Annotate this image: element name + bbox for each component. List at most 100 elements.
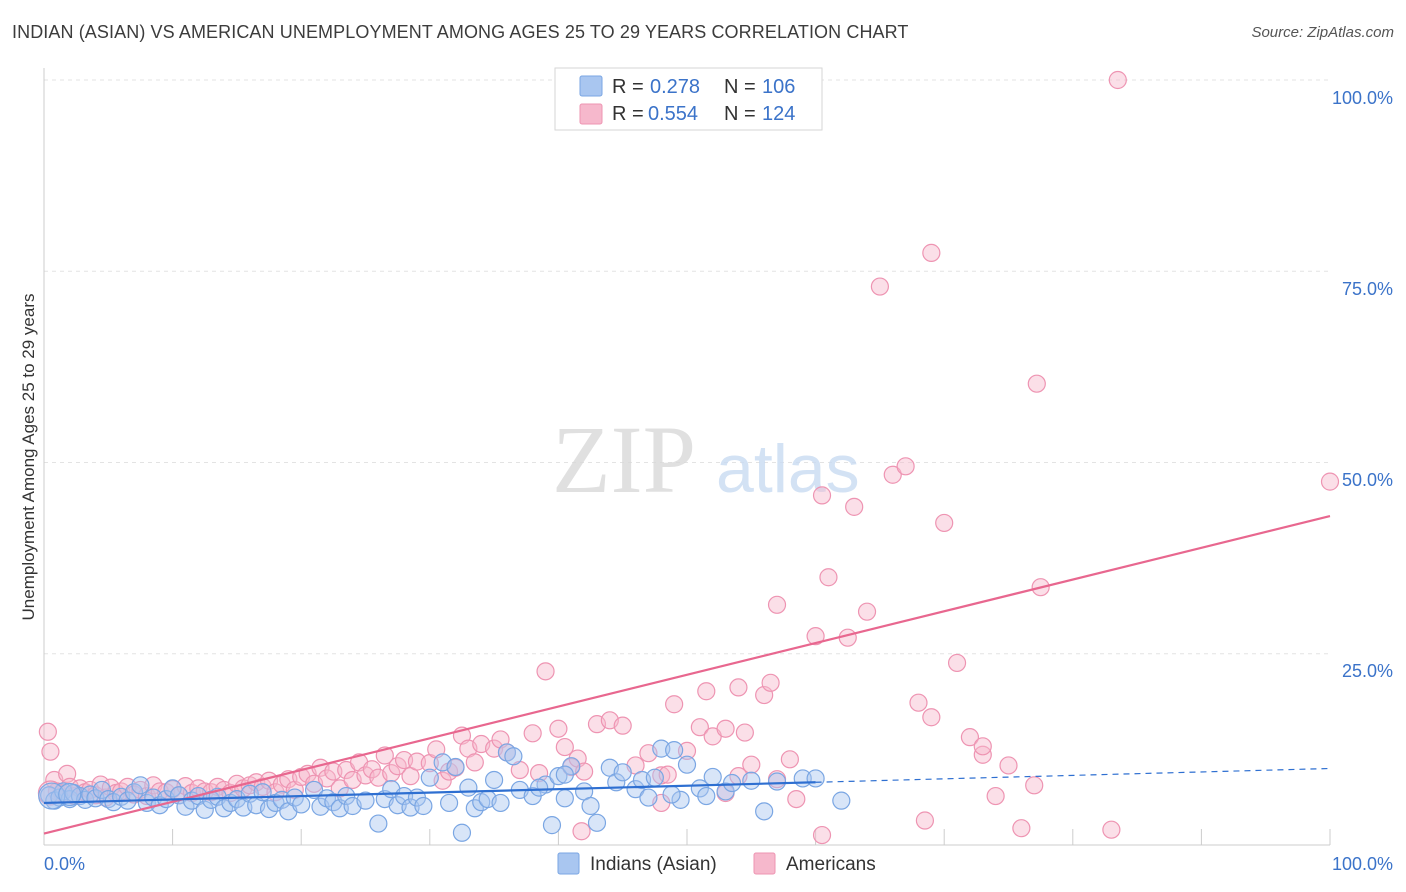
americans-point [973, 737, 992, 756]
chart-source: Source: ZipAtlas.com [1251, 24, 1394, 41]
americans-point [857, 602, 877, 621]
americans-trend-line [43, 514, 1331, 835]
americans-point [465, 753, 484, 772]
watermark-zip: ZIP [552, 406, 696, 513]
indians-asian-point [491, 793, 510, 813]
indians-asian-point [555, 765, 574, 784]
americans-point [317, 769, 337, 788]
bottom-legend-swatch-blue [557, 852, 580, 875]
gridlines [44, 79, 1330, 655]
y-tick-label-100: 100.0% [1332, 88, 1393, 108]
indians-asian-point [662, 785, 681, 804]
indians-asian-point [446, 757, 465, 777]
americans-point [1027, 374, 1046, 393]
trend-lines [43, 514, 1331, 835]
stats-legend-swatch-pink [579, 103, 603, 125]
indians-asian-point [549, 767, 568, 786]
indians-asian-point [587, 813, 607, 832]
americans-point [382, 763, 401, 783]
americans-point [1320, 472, 1340, 491]
y-tick-label-75: 75.0% [1342, 279, 1393, 299]
bottom-legend-label-indians: Indians (Asian) [590, 854, 717, 875]
indians-asian-point [485, 770, 504, 790]
stats-legend: R = 0.278 N = 106 R = 0.554 N = 124 [554, 67, 823, 131]
americans-point [960, 728, 980, 747]
indians-asian-point [439, 793, 459, 813]
indians-asian-point [459, 778, 478, 797]
americans-point [922, 243, 941, 262]
americans-point [999, 756, 1018, 775]
americans-point [845, 497, 864, 516]
americans-point [613, 716, 632, 735]
indians-asian-point [645, 768, 664, 787]
chart-title: INDIAN (ASIAN) VS AMERICAN UNEMPLOYMENT … [12, 22, 909, 42]
indians-asian-point [639, 788, 658, 807]
indians-asian-points [38, 739, 851, 842]
indians-asian-point [722, 773, 742, 793]
indians-asian-point [613, 763, 632, 782]
indians-asian-point [414, 796, 433, 816]
indians-asian-point [665, 741, 684, 760]
americans-point [549, 719, 568, 738]
watermark-atlas: atlas [716, 431, 860, 507]
x-tick-label-0: 0.0% [44, 854, 85, 874]
indians-asian-point [581, 796, 600, 816]
americans-point [909, 693, 928, 712]
americans-point [819, 568, 838, 587]
americans-point [716, 719, 735, 738]
stats-legend-n-label-2: N = [724, 103, 756, 125]
indians-asian-point [369, 814, 388, 833]
americans-point [697, 682, 716, 701]
americans-point [41, 742, 60, 761]
indians-asian-point [832, 791, 851, 810]
americans-point [1102, 820, 1121, 839]
americans-point [523, 724, 542, 743]
americans-point [38, 722, 57, 741]
bottom-legend: Indians (Asian) Americans [557, 852, 876, 875]
indians-asian-point [626, 780, 645, 799]
y-tick-label-25: 25.0% [1342, 661, 1393, 681]
americans-point [915, 811, 935, 830]
americans-point [780, 750, 799, 769]
americans-point [729, 678, 748, 697]
americans-point [806, 627, 825, 646]
americans-point [947, 653, 967, 673]
indians-asian-point [285, 788, 304, 807]
americans-point [677, 741, 697, 761]
indians-asian-point [755, 802, 774, 821]
stats-legend-n-label-1: N = [724, 76, 756, 98]
americans-point [1025, 776, 1044, 795]
bottom-legend-swatch-pink [753, 852, 776, 875]
indians-asian-point [504, 747, 523, 766]
stats-legend-r-value-1: 0.278 [650, 76, 700, 98]
americans-point [812, 825, 832, 845]
indians-asian-point [58, 782, 82, 807]
americans-point [1108, 70, 1127, 90]
americans-point [555, 737, 574, 757]
y-axis-label: Unemployment Among Ages 25 to 29 years [19, 294, 38, 621]
americans-point [1012, 819, 1031, 838]
stats-legend-r-value-2: 0.554 [648, 103, 698, 125]
indians-asian-point [92, 780, 111, 800]
indians-asian-point [420, 768, 439, 787]
indians-asian-point [767, 772, 787, 791]
americans-point [665, 695, 684, 714]
americans-point [735, 723, 754, 742]
indians-asian-point [195, 800, 214, 819]
y-tick-label-50: 50.0% [1342, 470, 1393, 490]
x-axis-ticks [43, 829, 1331, 845]
stats-legend-n-value-2: 124 [762, 103, 795, 125]
stats-legend-n-value-1: 106 [762, 76, 795, 98]
americans-point [767, 595, 787, 614]
indians-asian-point [304, 780, 324, 800]
americans-point [870, 277, 890, 296]
americans-point [935, 513, 954, 533]
indians-asian-point [806, 769, 825, 788]
americans-point [896, 457, 915, 476]
indians-asian-point [292, 795, 311, 814]
americans-point [812, 486, 832, 505]
indians-asian-trend-extension [815, 767, 1331, 783]
americans-point [690, 718, 709, 737]
americans-point [922, 708, 941, 727]
